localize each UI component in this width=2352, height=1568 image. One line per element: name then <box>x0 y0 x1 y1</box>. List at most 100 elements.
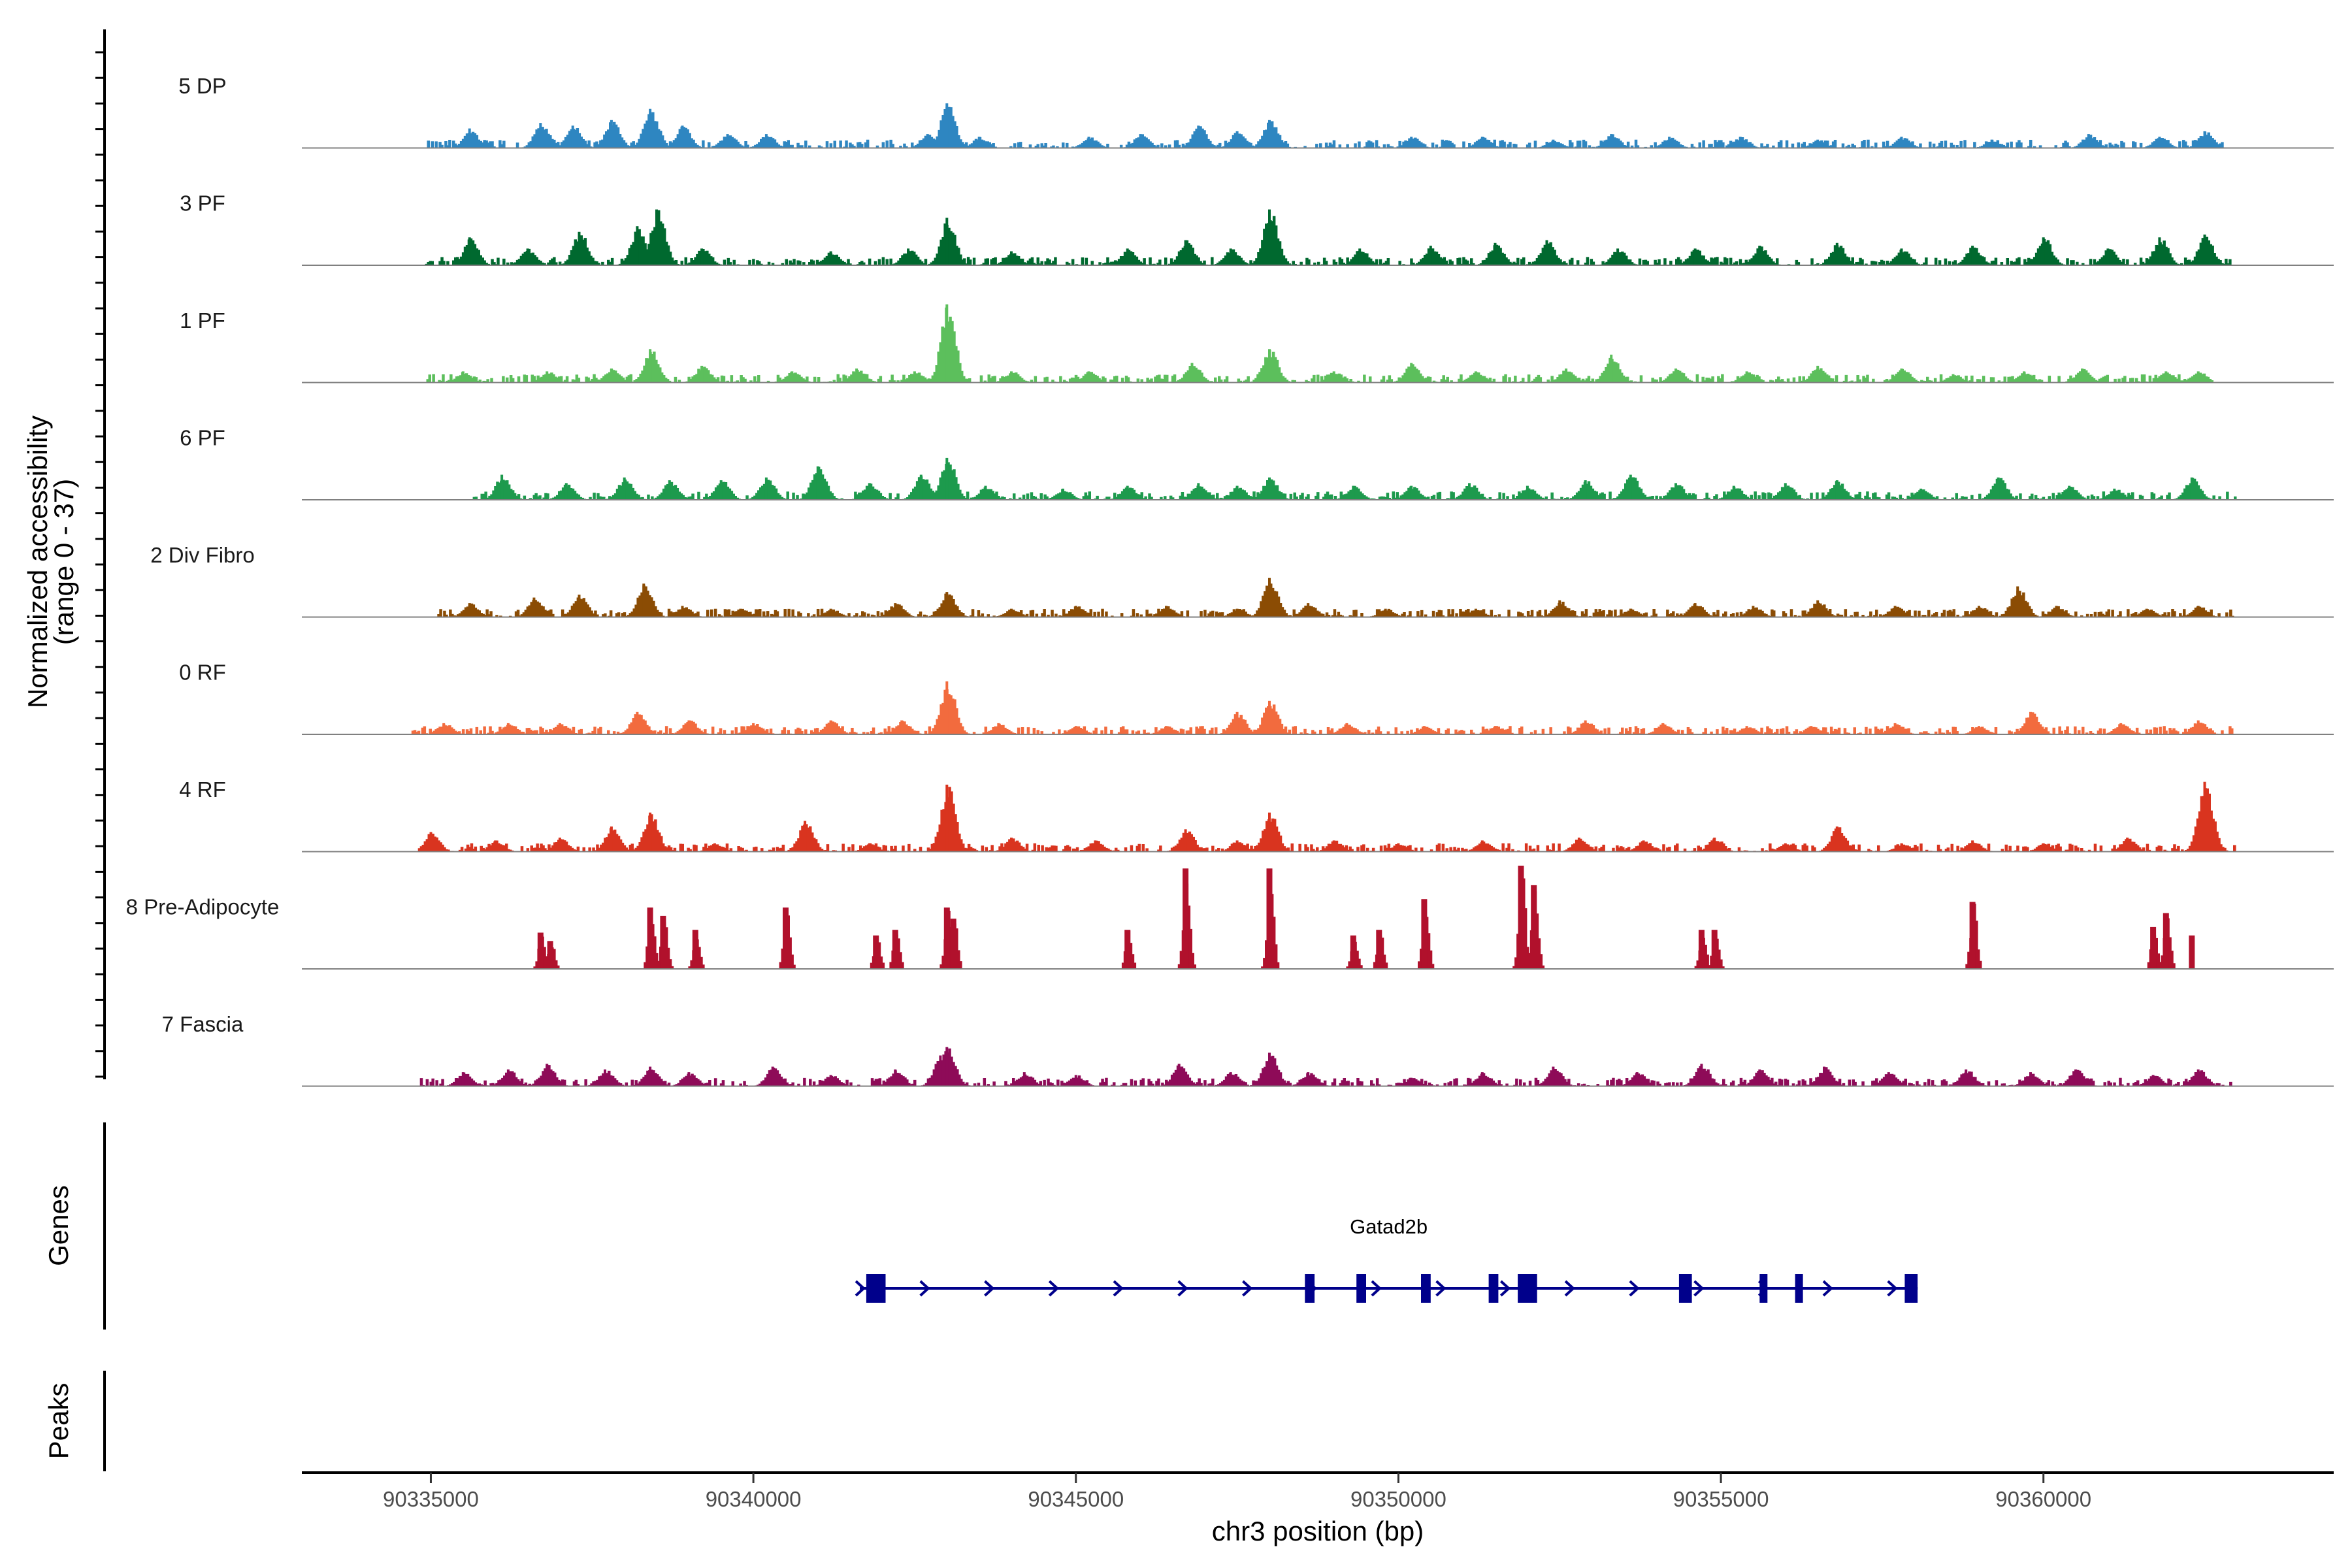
x-axis-ticks: 90335000 90340000 90345000 90350000 90355000… <box>383 1473 2091 1511</box>
coverage-peak <box>687 1072 691 1086</box>
coverage-peak <box>900 720 904 734</box>
track-label: 1 PF <box>180 308 225 333</box>
coverage-peak <box>546 1064 549 1086</box>
coverage-peak <box>1784 483 1787 500</box>
coverage-peak <box>1616 248 1620 265</box>
coverage-peak <box>2106 248 2110 265</box>
gene-exon <box>1518 1274 1537 1303</box>
coverage-peak <box>681 606 684 617</box>
coverage-peak <box>578 595 581 617</box>
coverage-peak <box>907 248 910 265</box>
coverage-area <box>421 106 2224 148</box>
coverage-peak <box>919 474 923 500</box>
coverage-peak <box>468 128 471 148</box>
strand-arrow <box>1048 1280 1060 1297</box>
coverage-peak <box>2164 371 2168 383</box>
gene-exon <box>1356 1274 1366 1303</box>
coverage-peak <box>1745 371 1748 383</box>
coverage-peak <box>1429 246 1432 265</box>
coverage-peak <box>636 711 639 734</box>
coverage-peak <box>1268 700 1271 734</box>
coverage-peak <box>2197 720 2200 734</box>
coverage-peak <box>2197 1069 2200 1086</box>
coverage-peak <box>1087 137 1090 148</box>
strand-arrow <box>1371 1280 1382 1297</box>
gene-exon <box>1759 1274 1768 1303</box>
coverage-peak <box>1713 838 1716 852</box>
coverage-peak <box>1893 606 1897 617</box>
coverage-peak <box>1835 826 1838 852</box>
coverage-peak <box>1668 137 1671 148</box>
coverage-peak <box>1480 1072 1484 1086</box>
coverage-peak <box>1474 371 1477 383</box>
y-axis-title-line2: (range 0 - 37) <box>48 479 79 645</box>
coverage-peak <box>1552 139 1555 148</box>
coverage-peak <box>1410 363 1413 383</box>
coverage-peak <box>647 907 653 969</box>
coverage-peak <box>649 349 652 383</box>
coverage-peak <box>1752 606 1755 617</box>
coverage-peak <box>1474 608 1477 617</box>
coverage-peak <box>1674 368 1677 383</box>
coverage-peak <box>2029 1072 2032 1086</box>
coverage-peak <box>2163 913 2169 969</box>
coverage-peak <box>1307 603 1310 617</box>
coverage-peak <box>791 371 794 383</box>
coverage-peak <box>539 123 542 148</box>
coverage-peak <box>1332 840 1335 852</box>
coverage-peak <box>578 231 581 265</box>
gene-name: Gatad2b <box>1350 1215 1428 1238</box>
coverage-area <box>472 462 2237 500</box>
coverage-peak <box>752 723 755 734</box>
genes-track-title: Genes <box>43 1185 74 1266</box>
track-label: 7 Fascia <box>162 1012 244 1036</box>
coverage-peak <box>945 681 949 734</box>
coverage-peak <box>1900 843 1903 852</box>
coverage-peak <box>1010 371 1013 383</box>
coverage-peak <box>660 915 666 969</box>
track-1-pf: 1 PF <box>180 304 2334 384</box>
coverage-peak <box>649 812 652 852</box>
track-2-div-fibro: 2 Div Fibro <box>150 543 2334 618</box>
coverage-peak <box>816 466 819 500</box>
x-tick-label: 90335000 <box>383 1487 479 1511</box>
coverage-peak <box>1010 608 1013 617</box>
coverage-peak <box>950 919 956 969</box>
coverage-peak <box>1577 838 1580 852</box>
coverage-peak <box>461 1072 465 1086</box>
track-6-pf: 6 PF <box>180 426 2334 500</box>
coverage-peak <box>868 483 871 500</box>
coverage-peak <box>771 1066 774 1086</box>
coverage-peak <box>700 365 704 383</box>
coverage-peak <box>783 907 789 969</box>
x-axis-title: chr3 position (bp) <box>1212 1516 1424 1546</box>
coverage-peak <box>1422 726 1426 734</box>
coverage-peak <box>1010 838 1013 852</box>
coverage-peak <box>506 1069 510 1086</box>
track-label: 5 DP <box>178 74 226 98</box>
track-8-pre-adipocyte: 8 Pre-Adipocyte <box>126 866 2334 970</box>
coverage-peak <box>1022 1072 1026 1086</box>
coverage-peak <box>649 108 652 148</box>
coverage-peak <box>506 723 510 734</box>
coverage-peak <box>1693 603 1697 617</box>
coverage-peak <box>468 603 471 617</box>
coverage-area <box>417 1048 2236 1086</box>
coverage-peak <box>2203 131 2206 148</box>
coverage-peak <box>1480 840 1484 852</box>
coverage-peak <box>894 1069 897 1086</box>
coverage-peak <box>1165 606 1168 617</box>
track-label: 4 RF <box>179 777 226 802</box>
coverage-peak <box>1978 606 1980 617</box>
coverage-peak <box>1784 843 1787 852</box>
coverage-peak <box>1177 1064 1181 1086</box>
coverage-peak <box>681 125 684 148</box>
coverage-peak <box>1635 1072 1639 1086</box>
coverage-peak <box>1139 134 1142 148</box>
coverage-peak <box>764 134 768 148</box>
coverage-area <box>424 307 2213 383</box>
coverage-peak <box>1376 930 1382 969</box>
coverage-peak <box>1074 1075 1077 1086</box>
coverage-peak <box>2158 237 2161 265</box>
